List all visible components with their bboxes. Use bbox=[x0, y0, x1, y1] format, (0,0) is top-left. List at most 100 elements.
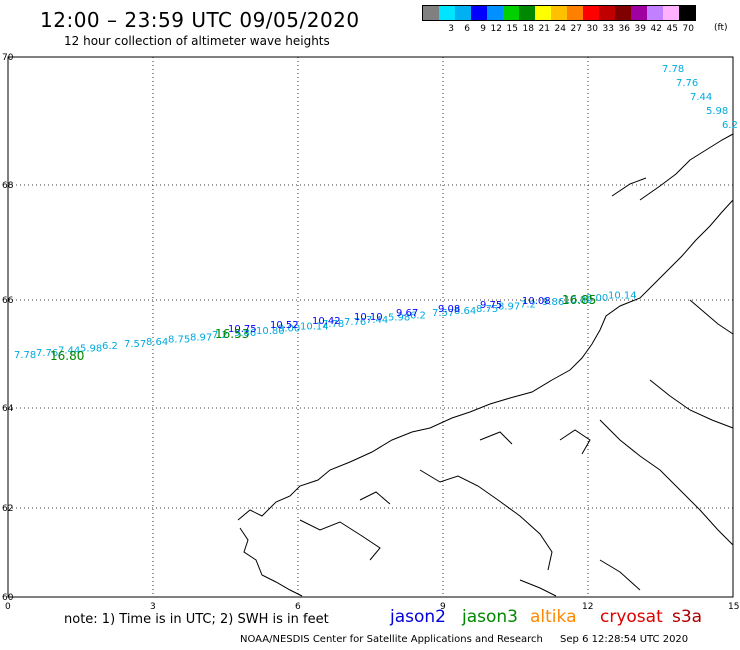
legend-swatch bbox=[519, 6, 535, 20]
y-tick-62: 62 bbox=[2, 504, 13, 514]
swh-value-label: 10.14 bbox=[608, 291, 637, 302]
legend-label: 45 bbox=[666, 24, 678, 34]
legend-swatch bbox=[583, 6, 599, 20]
swh-value-label: 10.08 bbox=[522, 296, 551, 307]
credit-line: NOAA/NESDIS Center for Satellite Applica… bbox=[240, 634, 688, 645]
x-tick-15: 15 bbox=[728, 602, 739, 612]
swh-value-label: 10.80 bbox=[564, 295, 593, 306]
grid-lines bbox=[8, 57, 733, 597]
swh-value-label: 7.78 bbox=[662, 64, 684, 75]
swh-value-label: 5.98 bbox=[706, 106, 728, 117]
y-tick-68: 68 bbox=[2, 181, 14, 191]
map-subtitle: 12 hour collection of altimeter wave hei… bbox=[64, 34, 330, 48]
legend-label: 27 bbox=[570, 24, 582, 34]
swh-value-label: 10.80 bbox=[256, 326, 285, 337]
swh-value-label: 10.75 bbox=[228, 324, 257, 335]
swh-value-label: 7.44 bbox=[366, 315, 388, 326]
legend-swatch bbox=[647, 6, 663, 20]
swh-value-label: 7.57 bbox=[124, 339, 146, 350]
legend-swatches bbox=[422, 5, 696, 21]
swh-value-label: 8.75 bbox=[168, 335, 190, 346]
legend-label: 21 bbox=[538, 24, 550, 34]
satellite-jason2: jason2 bbox=[390, 607, 446, 627]
legend-labels: 3 6 9 12 15 18 21 24 27 30 33 36 39 42 45 70 bbox=[422, 24, 696, 34]
satellite-s3a: s3a bbox=[672, 607, 703, 627]
swh-value-label: 8.75 bbox=[476, 304, 498, 315]
y-tick-66: 66 bbox=[2, 296, 14, 306]
legend-label: 12 bbox=[490, 24, 502, 34]
x-tick-6: 6 bbox=[295, 602, 301, 612]
usage-note: note: 1) Time is in UTC; 2) SWH is in fe… bbox=[64, 612, 329, 627]
swh-value-label: 9.86 bbox=[234, 328, 256, 339]
generated-timestamp: Sep 6 12:28:54 UTC 2020 bbox=[560, 634, 689, 645]
swh-value-label: 7.2 bbox=[212, 330, 228, 341]
legend-swatch bbox=[487, 6, 503, 20]
swh-value-label: 6.2 bbox=[722, 120, 738, 131]
legend-swatch bbox=[455, 6, 471, 20]
legend-label: 6 bbox=[464, 24, 470, 34]
swh-value-label: 6.2 bbox=[410, 310, 426, 321]
coastline bbox=[237, 133, 734, 597]
swh-value-label: 9.75 bbox=[480, 300, 502, 311]
swh-value-label: 10.52 bbox=[270, 320, 299, 331]
swh-value-label: 9.67 bbox=[396, 308, 418, 319]
swh-value-label: 16.80 bbox=[50, 349, 84, 363]
swh-value-label: 8.64 bbox=[454, 306, 476, 317]
swh-value-label: 7.76 bbox=[36, 348, 58, 359]
swh-value-label: 16.85 bbox=[562, 293, 596, 307]
swh-value-label: 9.00 bbox=[586, 293, 608, 304]
swh-value-label: 8.97 bbox=[498, 302, 520, 313]
swh-value-label: 5.98 bbox=[388, 313, 410, 324]
legend-swatch bbox=[679, 6, 695, 20]
y-tick-64: 64 bbox=[2, 404, 14, 414]
legend-swatch bbox=[551, 6, 567, 20]
swh-value-label: 7.44 bbox=[58, 346, 80, 357]
x-tick-3: 3 bbox=[150, 602, 156, 612]
legend-label: 70 bbox=[682, 24, 694, 34]
swh-value-label: 16.53 bbox=[215, 327, 249, 341]
swh-value-label: 10.10 bbox=[354, 312, 383, 323]
legend-label: 15 bbox=[506, 24, 518, 34]
swh-value-label: 7.76 bbox=[676, 78, 698, 89]
legend-swatch bbox=[631, 6, 647, 20]
swh-value-label: 7.78 bbox=[322, 319, 344, 330]
x-tick-0: 0 bbox=[5, 602, 11, 612]
swh-value-label: 9.86 bbox=[542, 297, 564, 308]
satellite-altika: altika bbox=[530, 607, 577, 627]
swh-value-label: 7.2 bbox=[520, 299, 536, 310]
plot-frame bbox=[7, 56, 734, 598]
legend-label: 39 bbox=[634, 24, 646, 34]
map-title: 12:00 – 23:59 UTC 09/05/2020 bbox=[40, 8, 360, 32]
legend-label: 9 bbox=[480, 24, 486, 34]
swh-value-label: 10.42 bbox=[312, 316, 341, 327]
x-tick-9: 9 bbox=[440, 602, 446, 612]
legend-swatch bbox=[615, 6, 631, 20]
legend-label: 36 bbox=[618, 24, 630, 34]
credit-text: NOAA/NESDIS Center for Satellite Applica… bbox=[240, 634, 543, 645]
legend-unit: (ft) bbox=[714, 23, 728, 33]
legend-swatch bbox=[599, 6, 615, 20]
legend-label: 18 bbox=[522, 24, 534, 34]
swh-value-label: 7.76 bbox=[344, 317, 366, 328]
satellite-jason3: jason3 bbox=[462, 607, 518, 627]
legend-label: 3 bbox=[448, 24, 454, 34]
swh-value-label: 8.97 bbox=[190, 332, 212, 343]
legend-label: 30 bbox=[586, 24, 598, 34]
legend-swatch bbox=[663, 6, 679, 20]
swh-value-label: 6.2 bbox=[102, 341, 118, 352]
swh-value-label: 8.64 bbox=[146, 337, 168, 348]
legend-label: 42 bbox=[650, 24, 662, 34]
color-legend: 3 6 9 12 15 18 21 24 27 30 33 36 39 42 45 70 (ft) bbox=[422, 5, 728, 34]
legend-swatch bbox=[567, 6, 583, 20]
y-tick-70: 70 bbox=[2, 53, 14, 63]
legend-swatch bbox=[439, 6, 455, 20]
swh-value-label: 10.14 bbox=[300, 321, 329, 332]
satellite-cryosat: cryosat bbox=[600, 607, 663, 627]
swh-value-label: 9.00 bbox=[278, 324, 300, 335]
swh-value-label: 7.44 bbox=[690, 92, 712, 103]
legend-swatch bbox=[471, 6, 487, 20]
legend-label: 33 bbox=[602, 24, 614, 34]
x-tick-12: 12 bbox=[582, 602, 593, 612]
legend-swatch bbox=[535, 6, 551, 20]
